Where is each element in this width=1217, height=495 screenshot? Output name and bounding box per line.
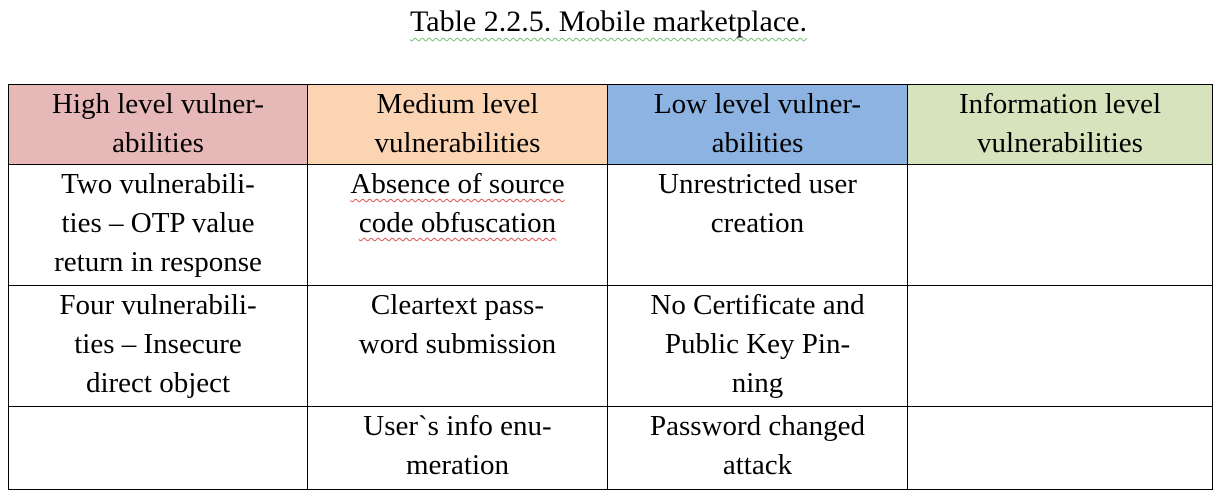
cell-line: Unrestricted user	[658, 168, 857, 200]
cell-line: creation	[710, 207, 805, 239]
cell-line: word submission	[358, 328, 557, 360]
cell-medium: Cleartext pass- word submission	[307, 285, 608, 407]
cell-low: Password changed attack	[607, 406, 908, 490]
cell-line: Public Key Pin-	[664, 328, 851, 360]
header-high-line2: abilities	[112, 127, 204, 159]
cell-line: direct object	[85, 367, 231, 399]
header-low-line2: abilities	[711, 127, 804, 159]
header-high: High level vulner- abilities	[8, 84, 308, 165]
cell-line: attack	[722, 449, 793, 481]
cell-medium: Absence of source code obfuscation	[307, 164, 608, 286]
cell-information	[907, 406, 1213, 490]
cell-line: Four vulnerabili-	[59, 289, 257, 321]
cell-line: ties – OTP value	[61, 207, 255, 239]
cell-low: No Certificate and Public Key Pin- ning	[607, 285, 908, 407]
cell-information	[907, 285, 1213, 407]
cell-line: User`s info enu-	[363, 410, 552, 442]
cell-high: Four vulnerabili- ties – Insecure direct…	[8, 285, 308, 407]
table-row: User`s info enu- meration Password chang…	[8, 406, 1213, 490]
cell-line: Cleartext pass-	[370, 289, 545, 321]
header-medium-line1: Medium level	[376, 88, 539, 120]
cell-line: Two vulnerabili-	[61, 168, 255, 200]
cell-low: Unrestricted user creation	[607, 164, 908, 286]
cell-line: ties – Insecure	[74, 328, 242, 360]
cell-line: meration	[405, 449, 510, 481]
header-high-line1: High level vulner-	[51, 88, 265, 120]
header-low: Low level vulner- abilities	[607, 84, 908, 165]
header-medium-line2: vulnerabilities	[374, 127, 541, 159]
header-row: High level vulner- abilities Medium leve…	[8, 84, 1213, 165]
header-information-line1: Information level	[958, 88, 1162, 120]
cell-high: Two vulnerabili- ties – OTP value return…	[8, 164, 308, 286]
table-row: Two vulnerabili- ties – OTP value return…	[8, 164, 1213, 286]
cell-information	[907, 164, 1213, 286]
header-medium: Medium level vulnerabilities	[307, 84, 608, 165]
cell-line: return in response	[54, 246, 262, 278]
caption-text: Table 2.2.5. Mobile marketplace.	[410, 5, 807, 38]
table-row: Four vulnerabili- ties – Insecure direct…	[8, 285, 1213, 407]
cell-line: Absence of source	[350, 168, 565, 200]
cell-line: Password changed	[649, 410, 866, 442]
vulnerabilities-table: High level vulner- abilities Medium leve…	[8, 84, 1213, 490]
cell-line: ning	[731, 367, 784, 399]
header-information: Information level vulnerabilities	[907, 84, 1213, 165]
cell-line: code obfuscation	[358, 207, 557, 239]
cell-line: No Certificate and	[650, 289, 865, 321]
table-caption: Table 2.2.5. Mobile marketplace.	[0, 2, 1217, 42]
cell-high	[8, 406, 308, 490]
header-low-line1: Low level vulner-	[653, 88, 862, 120]
header-information-line2: vulnerabilities	[977, 127, 1143, 159]
cell-medium: User`s info enu- meration	[307, 406, 608, 490]
